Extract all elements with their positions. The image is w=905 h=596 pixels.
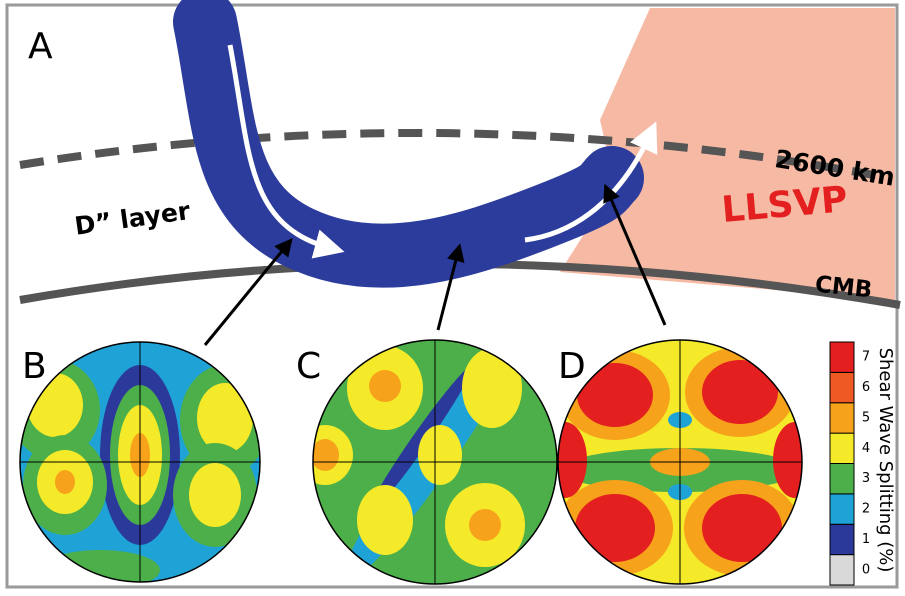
colorbar: 0 1 2 3 4 5 6 7: [830, 342, 870, 585]
colorbar-cell: [830, 524, 854, 554]
panel-letter: B: [22, 346, 47, 387]
colorbar-cell: [830, 433, 854, 463]
pointer-arrow: [205, 245, 287, 345]
colorbar-tick-label: 3: [862, 471, 870, 486]
colorbar-cell: [830, 342, 854, 372]
colorbar-tick-label: 7: [862, 350, 870, 365]
colorbar-tick-label: 5: [862, 410, 870, 425]
layer-label: D” layer: [73, 196, 193, 241]
colorbar-tick-label: 6: [862, 380, 870, 395]
colorbar-tick-label: 1: [862, 532, 870, 547]
panel-letter: D: [558, 346, 586, 387]
panel-letter: C: [296, 346, 321, 387]
colorbar-cell: [830, 555, 854, 585]
pole-figure: [10, 340, 270, 590]
pole-figure: [297, 326, 560, 592]
figure: A 2600 km D” layer LLSVP CMB: [0, 0, 905, 592]
colorbar-cell: [830, 494, 854, 524]
cmb-label: CMB: [814, 272, 874, 304]
colorbar-cell: [830, 403, 854, 433]
colorbar-tick-label: 4: [862, 441, 870, 456]
panel-letter: A: [28, 26, 53, 67]
colorbar-tick-label: 2: [862, 502, 870, 517]
colorbar-cell: [830, 372, 854, 402]
colorbar-cell: [830, 464, 854, 494]
colorbar-tick-label: 0: [862, 562, 870, 577]
colorbar-label: Shear Wave Splitting (%): [875, 348, 896, 573]
